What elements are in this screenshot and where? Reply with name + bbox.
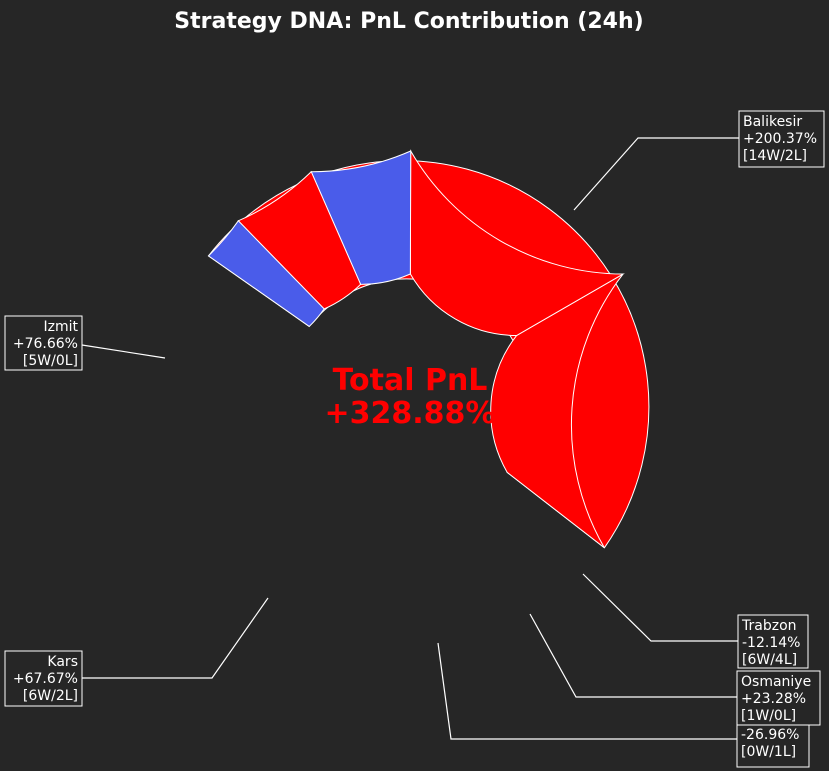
pie-slice-kars xyxy=(409,149,625,337)
label-box xyxy=(736,670,821,726)
slice-label-label: +23.28% xyxy=(741,691,806,707)
slice-label-record: [0W/1L] xyxy=(741,744,796,760)
slice-label-label: +200.37% xyxy=(743,131,817,147)
slice-label-name: Balikesir xyxy=(743,114,802,130)
label-box xyxy=(4,650,83,707)
slice-label-kars: Kars+67.67%[6W/2L] xyxy=(4,650,83,707)
leader-line-unnamed-3 xyxy=(437,642,737,740)
center-total-value: +328.88% xyxy=(325,396,496,431)
slice-label-name: Kars xyxy=(47,654,78,670)
slice-label-record: [5W/0L] xyxy=(23,353,78,369)
label-box xyxy=(736,723,810,768)
slice-label-name: Osmaniye xyxy=(741,674,811,690)
pie-slice-trabzon xyxy=(207,220,325,328)
leader-line-kars xyxy=(82,597,269,679)
labels-layer: Balikesir+200.37%[14W/2L] Izmit+76.66%[5W… xyxy=(4,110,825,768)
slice-label-osmaniye: Osmaniye+23.28%[1W/0L] xyxy=(736,670,821,726)
slice-label-trabzon: Trabzon-12.14%[6W/4L] xyxy=(737,614,809,669)
label-box xyxy=(4,315,83,371)
slice-label-unnamed-3: -26.96%[0W/1L] xyxy=(736,723,810,768)
leader-line-izmit xyxy=(81,344,166,359)
pie-slice-izmit xyxy=(490,273,624,549)
label-box xyxy=(738,110,825,168)
label-box xyxy=(737,614,809,669)
slice-label-balikesir: Balikesir+200.37%[14W/2L] xyxy=(738,110,825,168)
leader-line-trabzon xyxy=(582,573,738,642)
slice-label-label: +76.66% xyxy=(13,336,78,352)
slice-label-record: [14W/2L] xyxy=(743,148,807,164)
slice-label-record: [6W/4L] xyxy=(742,652,797,668)
slice-label-izmit: Izmit+76.66%[5W/0L] xyxy=(4,315,83,371)
leader-line-balikesir xyxy=(573,137,739,211)
slice-label-label: +67.67% xyxy=(13,671,78,687)
leaders-layer xyxy=(81,137,739,740)
slice-label-record: [1W/0L] xyxy=(741,708,796,724)
slice-label-label: -26.96% xyxy=(741,727,799,743)
center-total-label: Total PnL xyxy=(333,363,488,398)
chart-title: Strategy DNA: PnL Contribution (24h) xyxy=(174,9,643,34)
slice-label-record: [6W/2L] xyxy=(23,688,78,704)
slice-label-label: -12.14% xyxy=(742,635,800,651)
slices-layer xyxy=(207,149,650,549)
leader-line-osmaniye xyxy=(529,613,737,698)
slice-label-name: Izmit xyxy=(44,319,79,335)
slice-label-name: Trabzon xyxy=(741,618,797,634)
